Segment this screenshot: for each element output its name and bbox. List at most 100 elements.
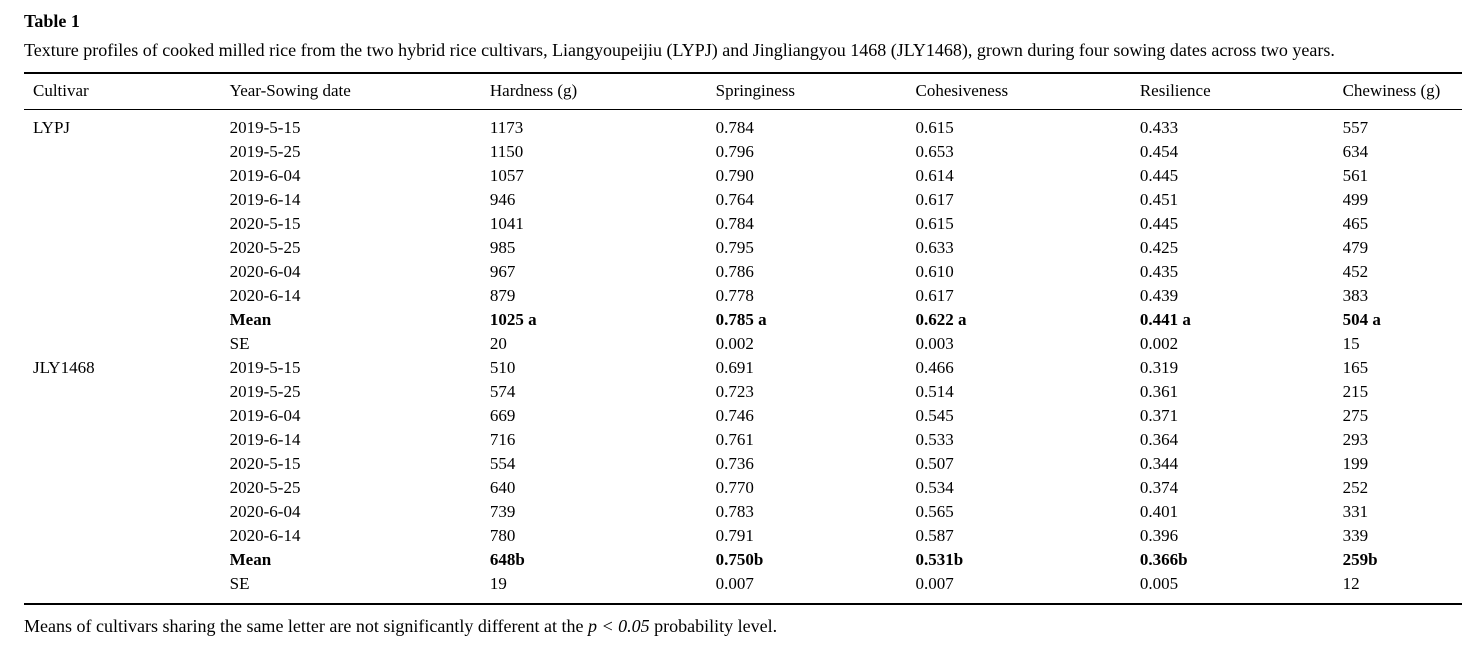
cultivar-cell: JLY1468 — [33, 358, 95, 377]
chewiness-cell: 215 — [1342, 382, 1369, 401]
table-row: Mean 648b 0.750b 0.531b 0.366b 259b — [24, 548, 1462, 572]
chewiness-cell: 499 — [1342, 190, 1369, 209]
cohesiveness-cell: 0.610 — [915, 262, 954, 281]
resilience-cell: 0.439 — [1139, 286, 1179, 305]
sowing-date-cell: 2020-5-15 — [229, 454, 301, 473]
cohesiveness-cell: 0.507 — [915, 454, 954, 473]
resilience-cell: 0.441 a — [1139, 310, 1191, 329]
cultivar-cell — [24, 140, 230, 164]
texture-profile-table: Cultivar Year-Sowing date Hardness (g) S… — [24, 72, 1462, 605]
springiness-cell: 0.796 — [715, 142, 754, 161]
table-row: 2020-6-04 739 0.783 0.565 0.401 331 — [24, 500, 1462, 524]
table-row: 2020-6-14 780 0.791 0.587 0.396 339 — [24, 524, 1462, 548]
resilience-cell: 0.433 — [1139, 118, 1179, 137]
springiness-cell: 0.778 — [715, 286, 754, 305]
table-row: SE 19 0.007 0.007 0.005 12 — [24, 572, 1462, 604]
table-row: 2020-6-14 879 0.778 0.617 0.439 383 — [24, 284, 1462, 308]
cohesiveness-cell: 0.617 — [915, 286, 954, 305]
hardness-cell: 1057 — [489, 166, 524, 185]
hardness-cell: 879 — [489, 286, 516, 305]
chewiness-cell: 331 — [1342, 502, 1369, 521]
resilience-cell: 0.445 — [1139, 214, 1179, 233]
column-header-cultivar: Cultivar — [24, 73, 230, 110]
table-row: 2019-6-04 669 0.746 0.545 0.371 275 — [24, 404, 1462, 428]
hardness-cell: 946 — [489, 190, 516, 209]
table-row: Mean 1025 a 0.785 a 0.622 a 0.441 a 504 a — [24, 308, 1462, 332]
cultivar-cell — [24, 260, 230, 284]
footnote-text-start: Means of cultivars sharing the same lett… — [24, 616, 588, 636]
cohesiveness-cell: 0.533 — [915, 430, 954, 449]
sowing-date-cell: 2019-6-04 — [229, 166, 301, 185]
cohesiveness-cell: 0.633 — [915, 238, 954, 257]
table-row: JLY1468 2019-5-15 510 0.691 0.466 0.319 165 — [24, 356, 1462, 380]
sowing-date-cell: Mean — [229, 310, 272, 329]
footnote-pvalue: p < 0.05 — [587, 616, 650, 636]
chewiness-cell: 275 — [1342, 406, 1369, 425]
resilience-cell: 0.374 — [1139, 478, 1179, 497]
cultivar-cell — [24, 284, 230, 308]
cohesiveness-cell: 0.466 — [915, 358, 954, 377]
cultivar-cell — [24, 548, 230, 572]
chewiness-cell: 479 — [1342, 238, 1369, 257]
table-row: 2020-5-25 640 0.770 0.534 0.374 252 — [24, 476, 1462, 500]
springiness-cell: 0.785 a — [715, 310, 767, 329]
hardness-cell: 739 — [489, 502, 516, 521]
springiness-cell: 0.790 — [715, 166, 754, 185]
hardness-cell: 510 — [489, 358, 516, 377]
resilience-cell: 0.366b — [1139, 550, 1188, 569]
resilience-cell: 0.005 — [1139, 574, 1179, 593]
table-row: 2019-5-25 574 0.723 0.514 0.361 215 — [24, 380, 1462, 404]
cohesiveness-cell: 0.534 — [915, 478, 954, 497]
cultivar-cell — [24, 452, 230, 476]
chewiness-cell: 293 — [1342, 430, 1369, 449]
chewiness-cell: 339 — [1342, 526, 1369, 545]
table-body: LYPJ 2019-5-15 1173 0.784 0.615 0.433 557 2019-… — [24, 110, 1462, 605]
table-row: 2020-5-25 985 0.795 0.633 0.425 479 — [24, 236, 1462, 260]
table-row: 2019-6-14 946 0.764 0.617 0.451 499 — [24, 188, 1462, 212]
sowing-date-cell: 2019-5-15 — [229, 118, 301, 137]
hardness-cell: 20 — [489, 334, 507, 353]
hardness-cell: 1173 — [489, 118, 524, 137]
table-row: 2020-6-04 967 0.786 0.610 0.435 452 — [24, 260, 1462, 284]
springiness-cell: 0.783 — [715, 502, 754, 521]
hardness-cell: 669 — [489, 406, 516, 425]
cohesiveness-cell: 0.587 — [915, 526, 954, 545]
cohesiveness-cell: 0.531b — [915, 550, 964, 569]
table-row: SE 20 0.002 0.003 0.002 15 — [24, 332, 1462, 356]
cohesiveness-cell: 0.545 — [915, 406, 954, 425]
sowing-date-cell: SE — [229, 334, 250, 353]
footnote-text-end: probability level. — [649, 616, 778, 636]
cultivar-cell — [24, 164, 230, 188]
cultivar-cell: LYPJ — [33, 118, 71, 137]
hardness-cell: 967 — [489, 262, 516, 281]
sowing-date-cell: 2019-6-14 — [229, 190, 301, 209]
cultivar-cell — [24, 572, 230, 604]
table-row: 2019-6-14 716 0.761 0.533 0.364 293 — [24, 428, 1462, 452]
cohesiveness-cell: 0.514 — [915, 382, 954, 401]
chewiness-cell: 199 — [1342, 454, 1369, 473]
column-header-springiness: Springiness — [715, 73, 916, 110]
cultivar-cell — [24, 308, 230, 332]
springiness-cell: 0.750b — [715, 550, 764, 569]
hardness-cell: 554 — [489, 454, 516, 473]
springiness-cell: 0.691 — [715, 358, 754, 377]
table-header: Cultivar Year-Sowing date Hardness (g) S… — [24, 73, 1462, 110]
table-row: LYPJ 2019-5-15 1173 0.784 0.615 0.433 557 — [24, 110, 1462, 141]
cultivar-cell — [24, 404, 230, 428]
chewiness-cell: 12 — [1342, 574, 1360, 593]
springiness-cell: 0.746 — [715, 406, 754, 425]
resilience-cell: 0.454 — [1139, 142, 1179, 161]
sowing-date-cell: 2019-5-25 — [229, 382, 301, 401]
chewiness-cell: 15 — [1342, 334, 1360, 353]
chewiness-cell: 383 — [1342, 286, 1369, 305]
sowing-date-cell: 2020-6-14 — [229, 286, 301, 305]
cohesiveness-cell: 0.614 — [915, 166, 954, 185]
resilience-cell: 0.445 — [1139, 166, 1179, 185]
springiness-cell: 0.736 — [715, 454, 754, 473]
resilience-cell: 0.396 — [1139, 526, 1179, 545]
springiness-cell: 0.795 — [715, 238, 754, 257]
springiness-cell: 0.764 — [715, 190, 754, 209]
hardness-cell: 574 — [489, 382, 516, 401]
resilience-cell: 0.361 — [1139, 382, 1179, 401]
